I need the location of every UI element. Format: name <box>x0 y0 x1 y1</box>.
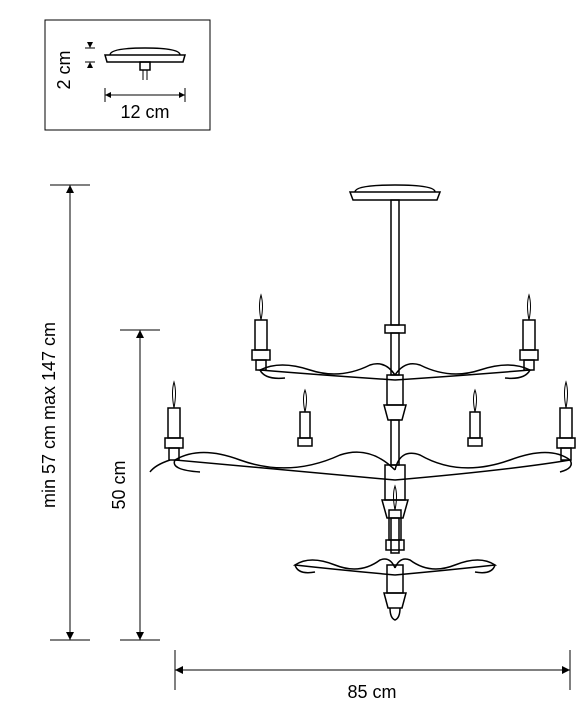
candle-middle-right <box>557 382 575 460</box>
upper-tier <box>252 295 538 420</box>
candle-upper-right <box>520 295 538 370</box>
chandelier-drawing <box>150 185 575 620</box>
candle-middle-left <box>165 382 183 460</box>
candle-middle-back-right <box>468 390 482 446</box>
total-width-label: 85 cm <box>347 682 396 702</box>
middle-tier <box>150 382 575 518</box>
candle-middle-back-left <box>298 390 312 446</box>
dim-total-height: min 57 cm max 147 cm <box>39 185 90 640</box>
dim-total-width: 85 cm <box>175 650 570 702</box>
canopy-width-label: 12 cm <box>120 102 169 122</box>
canopy-height-label: 2 cm <box>54 50 74 89</box>
dim-body-height: 50 cm <box>109 330 160 640</box>
canopy-inset: 2 cm 12 cm <box>45 20 210 130</box>
technical-drawing: 2 cm 12 cm <box>0 0 581 720</box>
body-height-label: 50 cm <box>109 460 129 509</box>
total-height-label: min 57 cm max 147 cm <box>39 322 59 508</box>
candle-upper-left <box>252 295 270 370</box>
